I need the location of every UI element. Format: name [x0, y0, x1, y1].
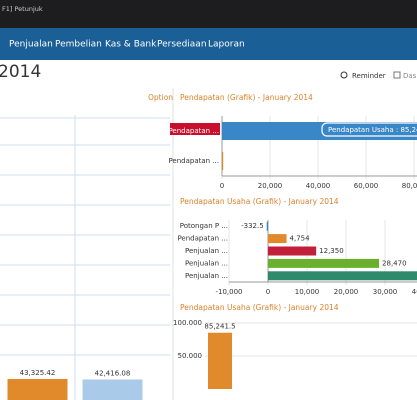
option-link[interactable]: Option — [148, 93, 173, 102]
menu-item[interactable]: Penjualan — [9, 40, 53, 50]
left-grid — [0, 115, 170, 400]
bar — [208, 332, 232, 389]
tooltip-box — [321, 122, 417, 137]
bar — [82, 379, 143, 400]
tooltip: Pendapatan Usaha : 85,241.5 — [328, 126, 417, 134]
chart-title: Pendapatan (Grafik) - January 2014 — [180, 93, 313, 102]
category-label: Penjualan ... — [185, 247, 228, 255]
title-bar — [0, 0, 417, 28]
x-tick-label: 20,000 — [258, 182, 283, 190]
bar — [268, 258, 380, 268]
selected-category — [170, 123, 220, 135]
value-label: 12,350 — [319, 247, 344, 255]
dashboard-icon[interactable] — [393, 71, 401, 79]
category-label: Pendapatan ... — [168, 127, 219, 135]
x-tick-label: 0 — [220, 182, 224, 190]
x-tick-label: 20,000 — [334, 288, 359, 296]
bar — [268, 234, 287, 244]
category-label: Penjualan ... — [185, 259, 228, 267]
x-tick-label: 0 — [266, 288, 270, 296]
category-label: Potongan P ... — [180, 222, 228, 230]
bar — [222, 152, 224, 170]
reminder-icon[interactable] — [340, 71, 348, 79]
dashboard-button[interactable]: Dashb — [403, 72, 417, 80]
category-label: Pendapatan ... — [177, 235, 228, 243]
value-label: 42,416.08 — [95, 369, 131, 377]
page-title: 2014 — [0, 62, 41, 82]
chart-title: Pendapatan Usaha (Grafik) - January 2014 — [180, 303, 339, 312]
value-label: 85,241.5 — [204, 323, 235, 331]
x-tick-label: 40,000 — [412, 288, 417, 296]
x-tick-label: 60,000 — [354, 182, 379, 190]
category-label: Pendapatan ... — [168, 157, 219, 165]
window-title: F1] Petunjuk — [2, 5, 43, 13]
x-tick-label: 10,000 — [295, 288, 320, 296]
menu-item[interactable]: Laporan — [208, 40, 245, 50]
x-tick-label: -10,000 — [215, 288, 242, 296]
menu-item[interactable]: Pembelian — [55, 40, 102, 50]
y-tick-label: 100.000 — [173, 319, 202, 327]
menu-item[interactable]: Kas & Bank — [105, 40, 157, 50]
value-label: 43,325.42 — [20, 369, 56, 377]
plots: 43,325.42 42,416.08 0 20,000 40,000 60,000 80,… — [7, 116, 417, 400]
x-tick-label: 40,000 — [306, 182, 331, 190]
y-tick-label: 50.000 — [178, 352, 203, 360]
bar — [266, 221, 268, 231]
value-label: 28,470 — [382, 259, 407, 267]
reminder-button[interactable]: Reminder — [352, 72, 386, 80]
bar — [7, 378, 68, 400]
x-tick-label: 30,000 — [373, 288, 398, 296]
x-tick-label: 80,000 — [402, 182, 417, 190]
menu-bar — [0, 28, 417, 60]
value-label: -332.5 — [241, 222, 264, 230]
value-label: 4,754 — [290, 235, 311, 243]
bar — [268, 271, 417, 281]
chart-title: Pendapatan Usaha (Grafik) - January 2014 — [180, 197, 339, 206]
bar — [268, 246, 317, 256]
category-label: Penjualan ... — [185, 272, 228, 280]
menu-item[interactable]: Persediaan — [157, 40, 207, 50]
